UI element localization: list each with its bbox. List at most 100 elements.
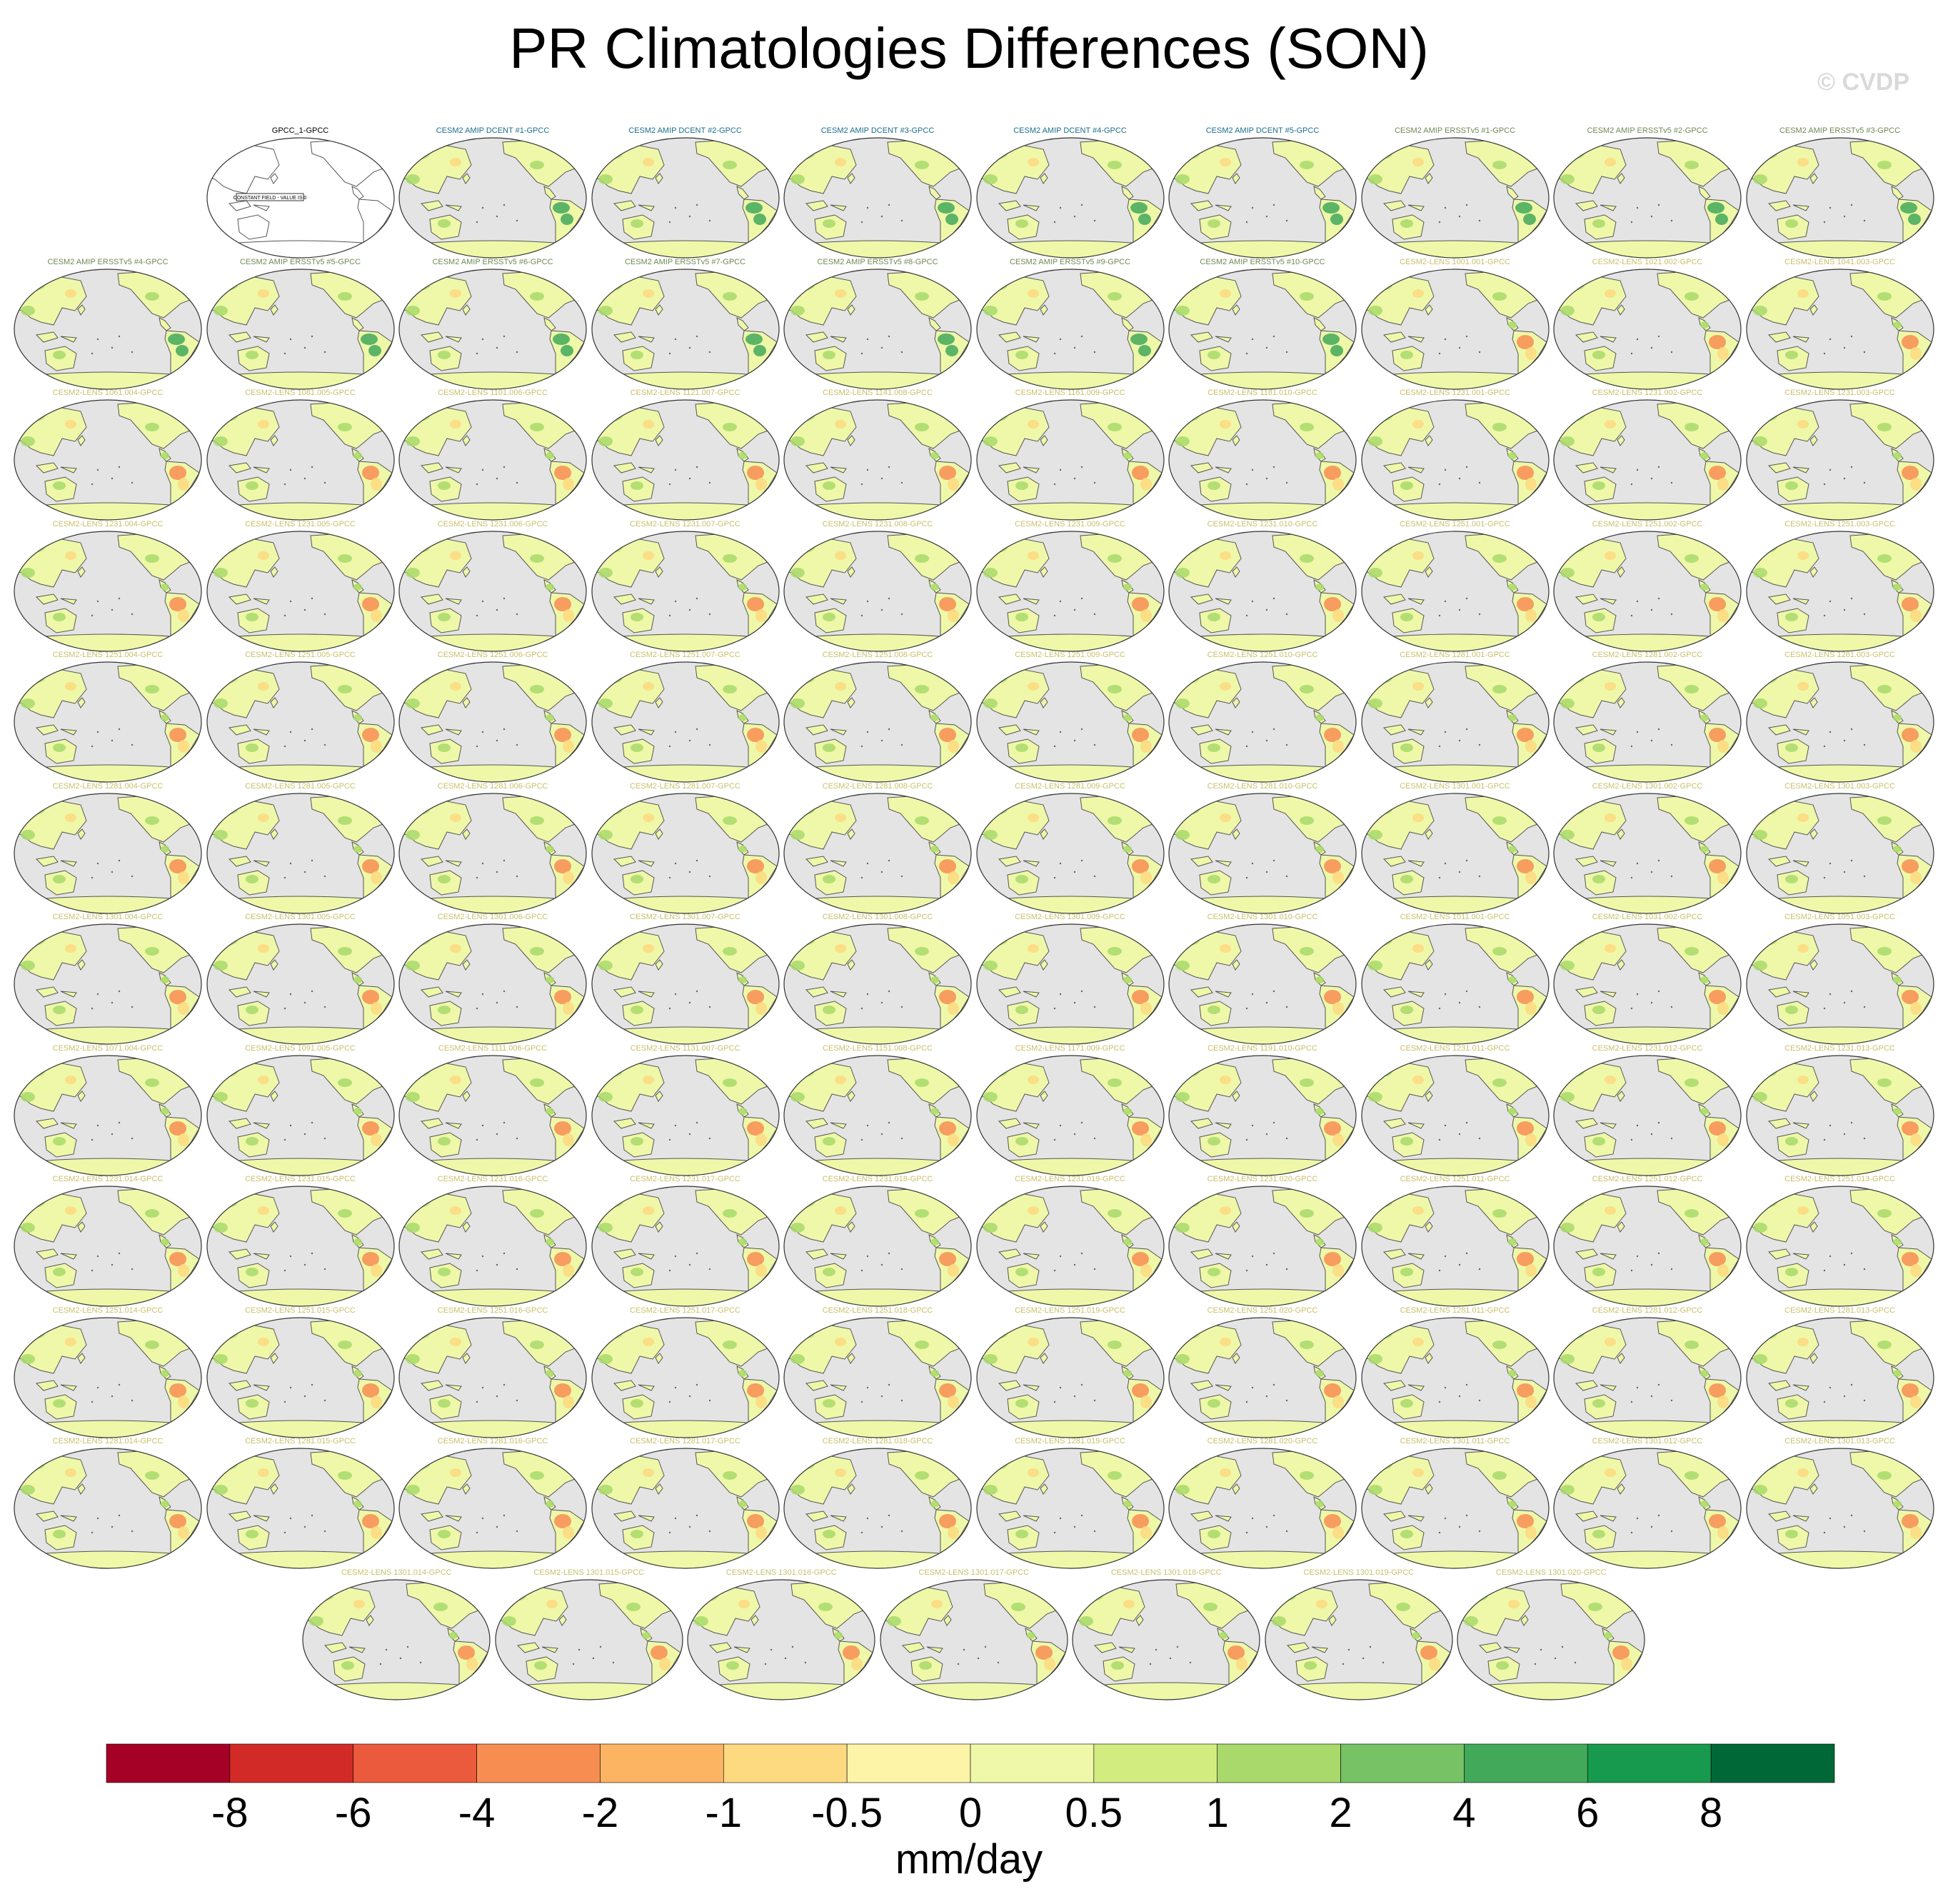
pacific-island	[1059, 1124, 1061, 1126]
land-japan	[77, 697, 86, 708]
pacific-island	[118, 1252, 121, 1255]
precip-anomaly-patch	[546, 1599, 558, 1608]
map-outline	[783, 530, 972, 652]
pacific-island	[91, 614, 94, 616]
precip-anomaly-patch	[1123, 452, 1132, 459]
panel-map	[1168, 923, 1357, 1045]
pacific-island	[1465, 1121, 1467, 1123]
land-japan	[269, 435, 278, 446]
precip-anomaly-patch	[22, 1196, 45, 1208]
land-maritime	[1382, 1379, 1425, 1391]
pacific-island	[131, 875, 134, 877]
panel-title: CESM2-LENS 1171.009-GPCC	[1015, 1043, 1125, 1053]
pacific-island	[674, 1255, 676, 1258]
pacific-island	[1843, 1263, 1845, 1266]
panel-map	[1553, 399, 1742, 521]
precip-anomaly-patch	[178, 1395, 189, 1408]
land-japan	[654, 697, 663, 708]
precip-anomaly-patch	[983, 1353, 998, 1364]
precip-anomaly-patch	[1123, 714, 1132, 721]
map-outline	[1553, 1316, 1742, 1438]
pacific-island	[1245, 614, 1248, 616]
panel-map	[1745, 137, 1934, 259]
precip-anomaly-patch	[1914, 1071, 1926, 1080]
pacific-island	[91, 1531, 94, 1534]
precip-anomaly-patch	[755, 1264, 767, 1277]
pacific-island	[1843, 1395, 1845, 1397]
precip-anomaly-patch	[1203, 1602, 1218, 1611]
precip-anomaly-patch	[630, 1530, 643, 1538]
pacific-island	[283, 1269, 286, 1272]
precip-anomaly-patch	[337, 1340, 352, 1349]
pacific-island	[765, 1663, 767, 1665]
precip-anomaly-patch	[1369, 410, 1392, 421]
map-outline	[1360, 1054, 1550, 1176]
panel-title: CESM2 AMIP ERSSTv5 #4-GPCC	[47, 257, 169, 266]
panel-title: CESM2-LENS 1251.002-GPCC	[1592, 519, 1703, 528]
precip-anomaly-patch	[930, 1238, 939, 1246]
precip-anomaly-patch	[22, 1327, 45, 1339]
pacific-island	[496, 346, 498, 349]
land-maritime	[35, 724, 77, 736]
pacific-island	[111, 1263, 114, 1266]
precip-anomaly-patch	[1300, 685, 1314, 693]
pacific-island	[1059, 206, 1061, 209]
land-japan	[462, 173, 471, 184]
pacific-island	[496, 871, 498, 873]
precip-anomaly-patch	[722, 947, 737, 956]
panel-map	[398, 1316, 587, 1438]
pacific-island	[118, 597, 121, 599]
precip-anomaly-patch	[1715, 214, 1728, 225]
precip-anomaly-patch	[630, 612, 643, 621]
pacific-island	[91, 1007, 94, 1010]
precip-anomaly-patch	[755, 1133, 767, 1146]
pacific-island	[1478, 1006, 1480, 1008]
precip-anomaly-patch	[1754, 672, 1777, 683]
panel-title: CESM2-LENS 1131.007-GPCC	[630, 1043, 740, 1053]
pacific-island	[283, 1007, 286, 1010]
pacific-island	[866, 469, 869, 471]
pacific-island	[476, 352, 478, 354]
page-title: PR Climatologies Differences (SON)	[509, 16, 1429, 80]
precip-anomaly-patch	[1131, 1121, 1149, 1136]
pacific-island	[696, 1383, 698, 1386]
map-panel: CESM2 AMIP ERSSTv5 #6-GPCC	[397, 256, 588, 390]
map-outline	[1168, 923, 1357, 1045]
precip-anomaly-patch	[1140, 740, 1152, 753]
pacific-island	[96, 338, 99, 340]
colorbar-tick-label: 0.5	[1065, 1790, 1123, 1836]
precip-anomaly-patch	[1901, 1121, 1919, 1136]
pacific-island	[688, 739, 691, 742]
precip-anomaly-patch	[1123, 1107, 1132, 1115]
pacific-island	[131, 1006, 134, 1008]
pacific-island	[516, 1137, 518, 1139]
precip-anomaly-patch	[1412, 1075, 1424, 1084]
land-central-america	[351, 186, 364, 200]
pacific-island	[668, 1138, 671, 1141]
panel-map	[591, 1316, 780, 1438]
precip-anomaly-patch	[1315, 1238, 1324, 1246]
colorbar-tick-label: -1	[705, 1790, 743, 1836]
map-outline	[302, 1578, 491, 1700]
precip-anomaly-patch	[1123, 1369, 1132, 1377]
precip-anomaly-patch	[1709, 990, 1726, 1004]
map-outline	[1168, 1054, 1357, 1176]
precip-anomaly-patch	[563, 1526, 574, 1539]
precip-anomaly-patch	[1079, 1615, 1094, 1626]
colorbar-tick-label: -8	[211, 1790, 248, 1836]
panel-title: GPCC_1-GPCC	[271, 126, 329, 135]
pacific-island	[880, 1395, 883, 1397]
pacific-island	[1650, 1395, 1653, 1397]
precip-anomaly-patch	[309, 1615, 324, 1626]
panel-map	[398, 1186, 587, 1307]
pacific-island	[516, 1399, 518, 1401]
map-outline	[1360, 923, 1550, 1045]
map-panel: CESM2-LENS 1121.007-GPCC	[590, 387, 781, 521]
land-japan	[1617, 959, 1625, 971]
land-maritime	[805, 462, 847, 474]
precip-anomaly-patch	[1411, 1631, 1420, 1639]
land-antarctica	[880, 1682, 1068, 1700]
precip-anomaly-patch	[1605, 1206, 1616, 1215]
map-panel: CESM2-LENS 1251.009-GPCC	[975, 649, 1166, 783]
land-japan	[1424, 697, 1433, 708]
